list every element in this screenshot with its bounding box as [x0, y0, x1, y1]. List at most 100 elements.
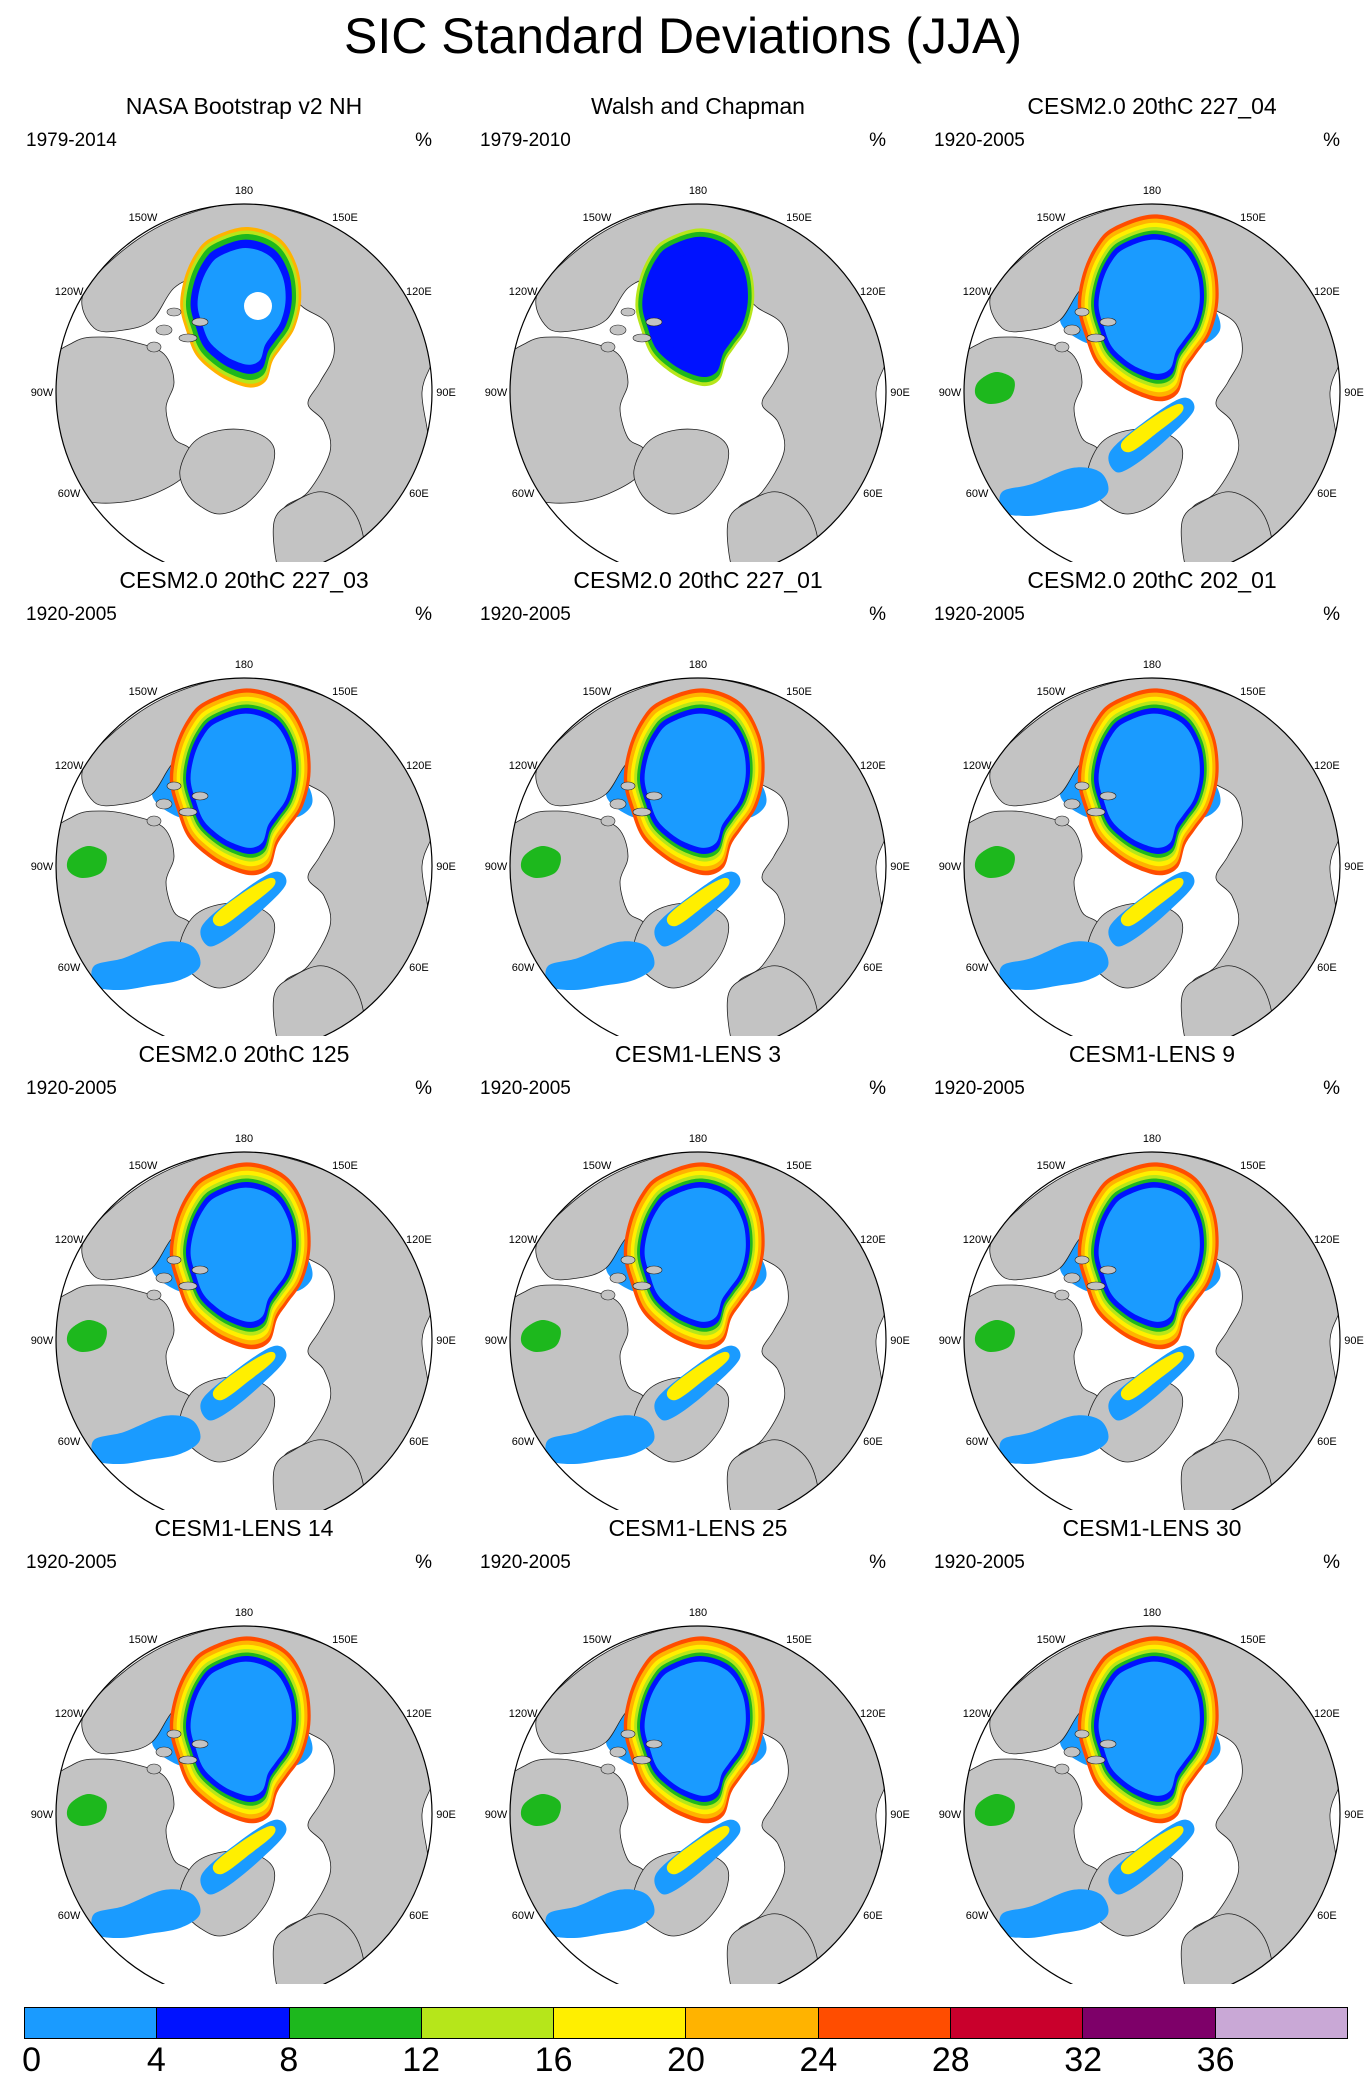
- colorbar-cell: [951, 2008, 1084, 2038]
- longitude-label: 120E: [1314, 1234, 1340, 1246]
- island: [178, 807, 198, 817]
- map-boundary: [55, 677, 433, 1036]
- hudson-bay-ice: [520, 845, 561, 879]
- panel-unit: %: [869, 604, 886, 625]
- longitude-label: 120E: [406, 1708, 432, 1720]
- longitude-label: 180: [235, 659, 253, 671]
- panel-period: 1920-2005: [480, 1078, 571, 1099]
- longitude-label: 120W: [55, 286, 84, 298]
- greenland-sea-variability: [666, 1825, 730, 1875]
- hudson-bay-ice: [974, 371, 1015, 405]
- panel-title: CESM2.0 20thC 202_01: [1027, 567, 1277, 593]
- longitude-label: 90E: [1344, 387, 1364, 399]
- island: [600, 815, 616, 827]
- colorbar-cell: [554, 2008, 687, 2038]
- panel-period: 1979-2014: [26, 130, 117, 151]
- longitude-label: 60W: [512, 1436, 535, 1448]
- panel-title: CESM1-LENS 30: [1062, 1515, 1242, 1541]
- map-panel: 180150E120E90E60E30E030W60W90W120W150WCE…: [932, 566, 1366, 1036]
- island: [146, 1763, 162, 1775]
- longitude-label: 120E: [406, 286, 432, 298]
- island: [1099, 1739, 1117, 1749]
- longitude-label: 120E: [406, 760, 432, 772]
- island: [645, 1739, 663, 1749]
- longitude-label: 120W: [963, 286, 992, 298]
- longitude-label: 180: [235, 1607, 253, 1619]
- panel-period: 1920-2005: [480, 604, 571, 625]
- polar-map: 180150E120E90E60E30E030W60W90W120W150W: [485, 185, 910, 562]
- island: [620, 1255, 636, 1265]
- panel-period: 1979-2010: [480, 130, 571, 151]
- island: [155, 1746, 173, 1758]
- longitude-label: 60E: [863, 962, 883, 974]
- panel-period: 1920-2005: [26, 1078, 117, 1099]
- greenland-sea-variability: [212, 877, 276, 927]
- labrador-sea-ice: [91, 1889, 201, 1938]
- island: [1086, 333, 1106, 343]
- figure-title: SIC Standard Deviations (JJA): [343, 8, 1023, 64]
- longitude-label: 90W: [31, 387, 54, 399]
- island: [609, 1746, 627, 1758]
- colorbar-level-label: 28: [931, 2041, 970, 2079]
- polar-map: 180150E120E90E60E30E030W60W90W120W150W: [485, 1133, 910, 1510]
- island: [146, 1289, 162, 1301]
- sea-ice-band: [190, 1187, 292, 1322]
- island: [146, 341, 162, 353]
- map-boundary: [963, 203, 1341, 562]
- map-panel: 180150E120E90E60E30E030W60W90W120W150WCE…: [24, 1040, 464, 1510]
- sea-ice-band: [1098, 239, 1200, 374]
- island: [178, 1281, 198, 1291]
- island: [600, 1763, 616, 1775]
- sea-ice-core: [654, 251, 738, 361]
- sea-ice-band: [644, 1187, 746, 1322]
- sea-ice-band: [1098, 1661, 1200, 1796]
- longitude-label: 120E: [1314, 286, 1340, 298]
- longitude-label: 150W: [583, 212, 612, 224]
- map-boundary: [509, 1151, 887, 1510]
- longitude-label: 120W: [509, 286, 538, 298]
- island: [620, 307, 636, 317]
- longitude-label: 60E: [409, 488, 429, 500]
- map-boundary: [963, 1625, 1341, 1984]
- panel-title: CESM2.0 20thC 227_03: [119, 567, 369, 593]
- longitude-label: 150W: [583, 1634, 612, 1646]
- longitude-label: 180: [235, 185, 253, 197]
- greenland-sea-variability: [1120, 1825, 1184, 1875]
- colorbar-level-label: 32: [1064, 2041, 1103, 2079]
- longitude-label: 180: [689, 1133, 707, 1145]
- longitude-label: 180: [1143, 1607, 1161, 1619]
- longitude-label: 60E: [409, 1436, 429, 1448]
- longitude-label: 90W: [939, 1335, 962, 1347]
- island: [600, 341, 616, 353]
- longitude-label: 120E: [406, 1234, 432, 1246]
- island: [632, 1755, 652, 1765]
- island: [1086, 1755, 1106, 1765]
- longitude-label: 60W: [966, 1910, 989, 1922]
- island: [178, 333, 198, 343]
- island: [1054, 341, 1070, 353]
- colorbar-labels: 0 4 8 12 16 20 24 28 32 36: [22, 2040, 1348, 2080]
- colorbar-level-label: 4: [146, 2041, 166, 2079]
- labrador-sea-ice: [999, 1889, 1109, 1938]
- island: [600, 1289, 616, 1301]
- longitude-label: 150W: [583, 1160, 612, 1172]
- sea-ice-band: [190, 1661, 292, 1796]
- longitude-label: 60E: [863, 1910, 883, 1922]
- greenland-sea-variability: [1120, 1351, 1184, 1401]
- longitude-label: 150E: [786, 212, 812, 224]
- island: [1086, 1281, 1106, 1291]
- longitude-label: 60E: [1317, 1910, 1337, 1922]
- hudson-bay-ice: [520, 1793, 561, 1827]
- longitude-label: 150E: [1240, 1634, 1266, 1646]
- map-boundary: [55, 203, 433, 562]
- longitude-label: 90E: [1344, 1335, 1364, 1347]
- longitude-label: 180: [1143, 185, 1161, 197]
- longitude-label: 60E: [1317, 488, 1337, 500]
- panel-title: CESM2.0 20thC 125: [138, 1041, 350, 1067]
- island: [632, 807, 652, 817]
- longitude-label: 90W: [939, 861, 962, 873]
- longitude-label: 150W: [1037, 1160, 1066, 1172]
- longitude-label: 90W: [31, 1335, 54, 1347]
- longitude-label: 150E: [332, 1160, 358, 1172]
- island: [645, 317, 663, 327]
